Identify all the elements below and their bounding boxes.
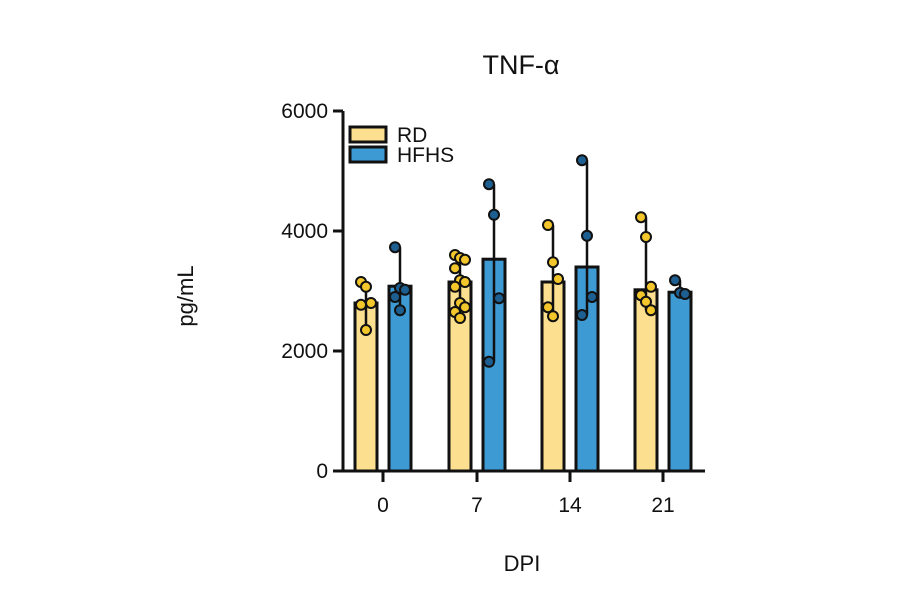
data-point xyxy=(547,310,559,323)
bar-group-rd-14 xyxy=(540,219,566,473)
plot-area xyxy=(353,154,693,473)
data-point xyxy=(542,301,554,314)
legend-item-hfhs: HFHS xyxy=(348,144,454,167)
data-point xyxy=(576,309,588,321)
data-point xyxy=(640,231,652,243)
data-point xyxy=(547,256,559,269)
bar-group-rd-0 xyxy=(353,276,379,473)
data-point xyxy=(449,262,461,275)
x-tick-label: 7 xyxy=(471,494,483,517)
bar-group-rd-7 xyxy=(447,249,473,473)
data-point xyxy=(459,276,471,288)
data-point xyxy=(586,291,598,303)
legend-item-rd: RD xyxy=(348,124,427,147)
x-tick-label: 0 xyxy=(377,494,389,517)
x-axis-label: DPI xyxy=(504,551,541,576)
data-point xyxy=(459,301,471,314)
y-tick-label: 2000 xyxy=(281,340,328,363)
legend-label: HFHS xyxy=(397,144,454,167)
data-point xyxy=(360,324,372,336)
data-point xyxy=(483,178,495,191)
bar-group-hfhs-7 xyxy=(481,178,507,473)
chart-title: TNF-α xyxy=(482,50,559,80)
data-point xyxy=(679,288,691,300)
bar-group-hfhs-21 xyxy=(667,274,693,473)
y-axis-label: pg/mL xyxy=(173,265,198,326)
y-tick-label: 6000 xyxy=(281,100,328,123)
y-tick-label: 0 xyxy=(316,460,328,483)
bar-group-hfhs-14 xyxy=(574,154,600,473)
data-point xyxy=(449,280,461,293)
y-tick-label: 4000 xyxy=(281,220,328,243)
bar-group-rd-21 xyxy=(633,211,659,473)
bar xyxy=(633,288,659,473)
data-point xyxy=(576,154,588,167)
bar xyxy=(667,290,693,473)
data-point xyxy=(459,253,471,266)
x-axis: 0 7 14 21 xyxy=(341,469,705,517)
x-tick-label: 14 xyxy=(558,494,582,517)
data-point xyxy=(394,304,406,317)
legend-swatch xyxy=(348,125,388,144)
data-point xyxy=(493,292,505,305)
data-point xyxy=(488,208,500,221)
data-point xyxy=(355,298,367,311)
data-point xyxy=(645,280,657,293)
data-point xyxy=(399,283,411,296)
legend-label: RD xyxy=(397,124,427,147)
data-point xyxy=(483,355,495,368)
data-point xyxy=(640,295,652,308)
data-point xyxy=(365,297,377,309)
data-point xyxy=(542,219,554,231)
data-point xyxy=(454,312,466,324)
legend-swatch xyxy=(348,145,388,164)
data-point xyxy=(389,291,401,303)
data-point xyxy=(645,304,657,317)
x-tick-label: 21 xyxy=(651,494,674,517)
data-point xyxy=(389,241,401,254)
data-point xyxy=(669,274,681,287)
data-point xyxy=(360,280,372,293)
y-axis: 0 2000 4000 6000 xyxy=(281,100,345,483)
data-point xyxy=(581,229,593,242)
data-point xyxy=(552,273,564,285)
data-point xyxy=(635,211,647,224)
bar-group-hfhs-0 xyxy=(387,241,413,473)
